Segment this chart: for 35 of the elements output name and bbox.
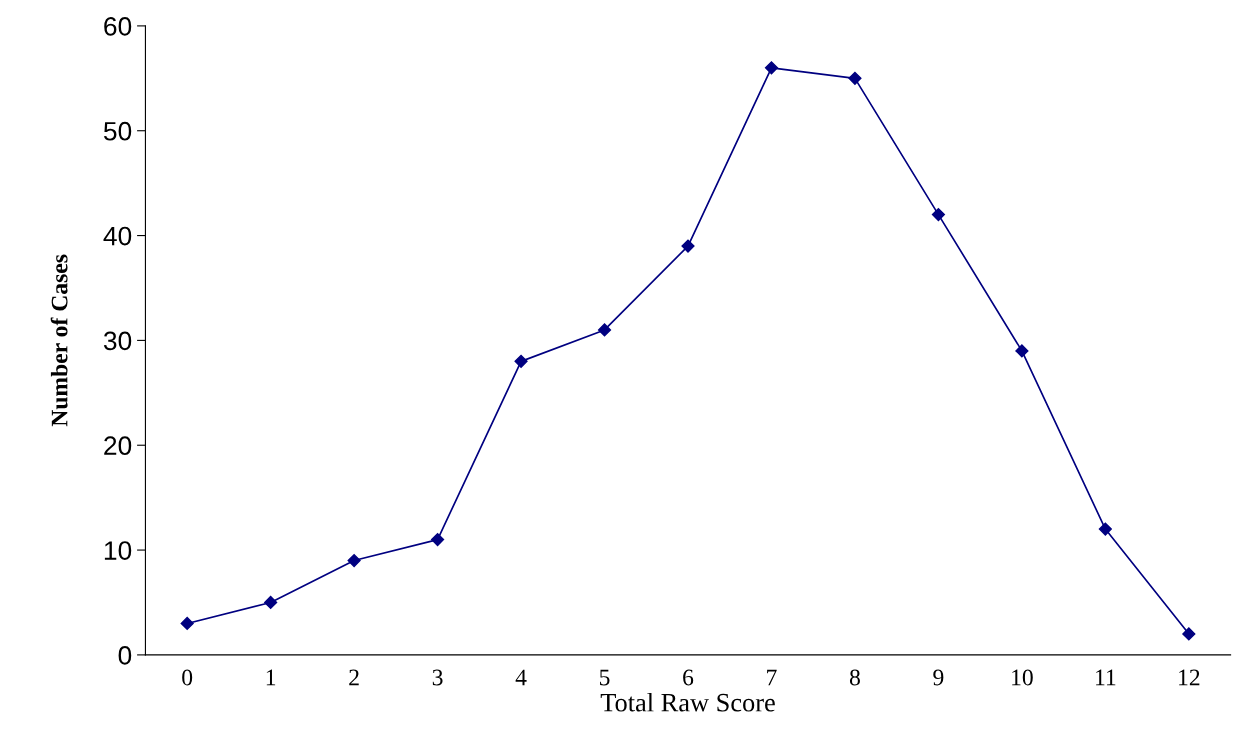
point [1182,627,1196,641]
x-tick-label: 3 [432,669,443,686]
point [1098,522,1112,536]
x-tick-label: 12 [1179,669,1200,686]
y-axis-title: Number of Cases [50,254,68,427]
point [764,61,779,75]
x-tick-label: 10 [1012,669,1033,686]
y-tick-label: 10 [104,541,132,560]
x-axis-title: Total Raw Score [600,692,775,712]
x-tick-label: 9 [933,669,944,686]
x-tick-label: 11 [1096,669,1116,686]
point [180,616,194,631]
x-tick-label: 7 [767,669,777,686]
point [430,532,445,547]
y-tick-label: 20 [104,436,132,456]
y-tick-label: 40 [103,226,132,246]
y-tick-label: 30 [103,331,132,351]
point [514,354,528,368]
x-tick-label: 5 [600,669,610,686]
point [597,323,612,337]
x-tick-label: 0 [182,669,193,686]
y-tick-label: 0 [118,646,132,665]
y-tick-label: 50 [103,121,132,141]
x-tick-label: 1 [266,669,276,686]
point [1015,344,1029,358]
point [347,553,361,568]
point [848,71,862,85]
x-tick-label: 6 [683,669,694,686]
x-tick-label: 8 [849,669,860,686]
y-tick-label: 60 [104,17,132,36]
point [264,595,278,610]
point [931,208,946,222]
x-tick-label: 2 [349,669,359,686]
point [681,239,695,253]
x-tick-label: 4 [515,669,527,686]
